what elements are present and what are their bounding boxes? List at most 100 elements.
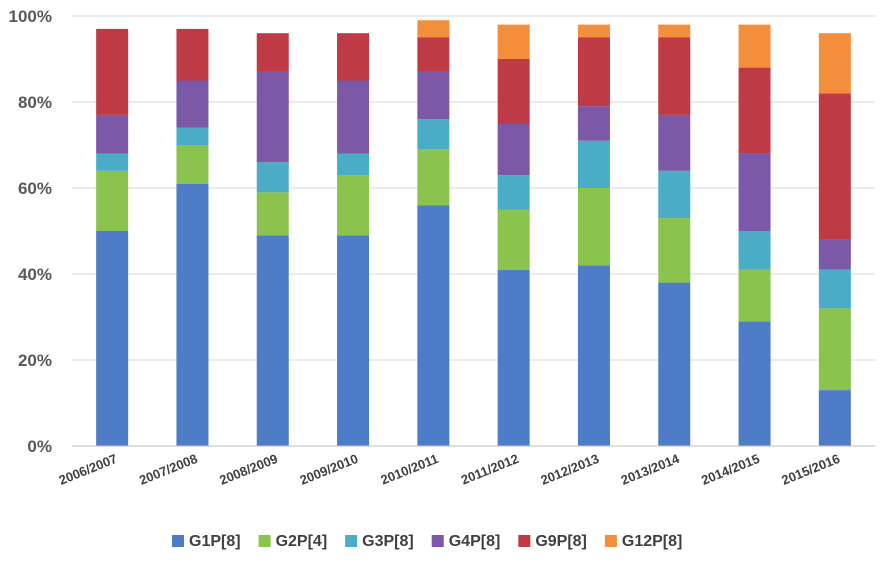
bars	[96, 20, 851, 446]
legend-item: G1P[8]	[172, 533, 241, 550]
bar-segment	[658, 24, 691, 38]
bar-stack	[738, 24, 771, 446]
bar-segment	[256, 192, 289, 236]
bar-segment	[577, 37, 610, 107]
legend-swatch	[345, 535, 358, 547]
bar-segment	[256, 235, 289, 446]
y-axis-tick-labels: 0% 20% 40% 60% 80% 100%	[9, 7, 52, 456]
bar-segment	[176, 145, 209, 184]
bar-segment	[256, 33, 289, 72]
x-category-label: 2011/2012	[459, 451, 521, 488]
bar-segment	[417, 205, 450, 446]
y-tick-label: 0%	[27, 437, 52, 456]
legend-label: G9P[8]	[535, 533, 587, 550]
bar-segment	[738, 153, 771, 231]
bar-segment	[577, 140, 610, 188]
bar-segment	[818, 33, 851, 94]
bar-segment	[417, 37, 450, 72]
y-tick-label: 80%	[18, 93, 52, 112]
bar-segment	[818, 308, 851, 391]
legend-label: G3P[8]	[362, 533, 414, 550]
bar-segment	[96, 28, 129, 115]
bar-segment	[417, 119, 450, 150]
bar-segment	[497, 24, 530, 60]
bar-stack	[337, 33, 370, 446]
bar-segment	[96, 170, 129, 231]
x-category-label: 2012/2013	[538, 451, 601, 488]
legend-item: G3P[8]	[345, 533, 414, 550]
legend-label: G12P[8]	[622, 533, 682, 550]
bar-segment	[738, 269, 771, 322]
x-category-label: 2009/2010	[298, 451, 361, 488]
bar-segment	[497, 269, 530, 446]
bar-segment	[337, 235, 370, 446]
y-tick-label: 60%	[18, 179, 52, 198]
bar-segment	[337, 175, 370, 236]
bar-segment	[497, 59, 530, 124]
bar-segment	[658, 114, 691, 171]
bar-segment	[96, 231, 129, 446]
x-category-label: 2006/2007	[57, 451, 120, 488]
bar-stack	[417, 20, 450, 446]
y-tick-label: 20%	[18, 351, 52, 370]
legend-swatch	[258, 535, 271, 547]
x-axis-category-labels: 2006/2007 2007/2008 2008/2009 2009/2010 2010…	[57, 451, 842, 488]
bar-segment	[818, 239, 851, 270]
bar-segment	[818, 390, 851, 446]
bar-stack	[96, 28, 129, 446]
bar-segment	[417, 149, 450, 206]
bar-segment	[497, 209, 530, 270]
legend-label: G1P[8]	[189, 533, 241, 550]
bar-segment	[337, 33, 370, 81]
bar-segment	[577, 265, 610, 446]
bar-stack	[497, 24, 530, 446]
bar-segment	[577, 106, 610, 141]
x-category-label: 2008/2009	[217, 451, 280, 488]
bar-segment	[176, 80, 209, 128]
bar-stack	[577, 24, 610, 446]
legend-swatch	[172, 535, 184, 547]
bar-stack	[176, 28, 209, 446]
legend-label: G4P[8]	[449, 533, 501, 550]
bar-segment	[417, 20, 450, 38]
bar-segment	[497, 123, 530, 176]
x-category-label: 2014/2015	[699, 451, 762, 488]
bar-segment	[417, 71, 450, 120]
bar-segment	[337, 80, 370, 154]
bar-segment	[658, 37, 691, 115]
y-tick-label: 100%	[9, 7, 52, 26]
bar-segment	[738, 24, 771, 68]
bar-segment	[658, 218, 691, 283]
legend-item: G9P[8]	[518, 533, 587, 550]
x-category-label: 2007/2008	[137, 451, 200, 488]
bar-segment	[256, 162, 289, 193]
legend-swatch	[604, 535, 617, 547]
legend-swatch	[518, 535, 531, 547]
bar-segment	[176, 183, 209, 446]
x-category-label: 2015/2016	[779, 451, 842, 488]
bar-segment	[497, 175, 530, 210]
y-tick-label: 40%	[18, 265, 52, 284]
bar-segment	[818, 269, 851, 309]
bar-segment	[738, 231, 771, 270]
bar-segment	[176, 127, 209, 145]
legend-item: G12P[8]	[604, 533, 682, 550]
bar-segment	[96, 114, 129, 154]
x-category-label: 2013/2014	[619, 451, 682, 488]
bar-segment	[176, 28, 209, 81]
bar-segment	[577, 188, 610, 266]
bar-segment	[738, 321, 771, 446]
legend-item: G4P[8]	[431, 533, 501, 550]
bar-segment	[337, 153, 370, 176]
bar-stack	[658, 24, 691, 446]
bar-segment	[658, 282, 691, 446]
bar-segment	[818, 93, 851, 240]
bar-segment	[96, 153, 129, 171]
x-category-label: 2010/2011	[379, 451, 441, 488]
bar-segment	[658, 170, 691, 219]
legend-swatch	[431, 535, 444, 547]
bar-segment	[738, 67, 771, 154]
legend-label: G2P[4]	[276, 533, 328, 550]
legend: G1P[8] G2P[4] G3P[8] G4P[8] G9P[8] G12P[8]	[172, 533, 682, 550]
